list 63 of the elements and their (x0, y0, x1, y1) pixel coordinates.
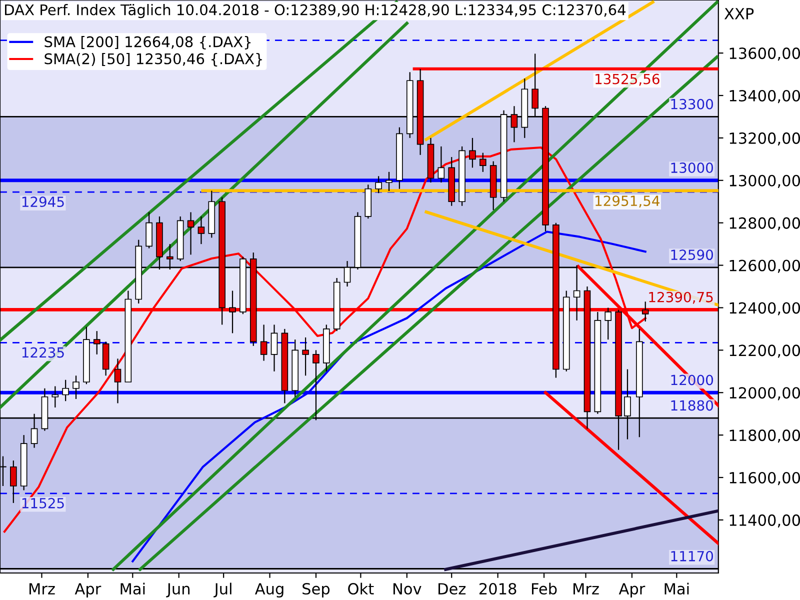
y-tick-label: 11400,00 (730, 514, 800, 528)
candlestick (386, 171, 392, 192)
x-tick-label: Mrz (574, 583, 599, 594)
candlestick (187, 212, 194, 256)
chart-title: DAX Perf. Index Täglich 10.04.2018 - O:12389,90 H:12428,90 L:12334,95 C:12370,64 (5, 4, 626, 18)
candlestick (375, 176, 382, 194)
ref-line-label: 13000 (671, 162, 714, 174)
y-tick-label: 11800,00 (730, 430, 800, 443)
x-tick-label: 2018 (479, 582, 516, 595)
ref-line-label: 13300 (671, 98, 714, 110)
y-tick-label: 13000,00 (730, 174, 800, 188)
y-tick-label: 12800,00 (730, 217, 800, 230)
candlestick (52, 386, 59, 408)
y-tick-label: 12400,00 (730, 302, 800, 316)
candlestick (62, 379, 69, 402)
annotation: 12951,54 (596, 196, 660, 208)
legend-label: SMA(2) [50] 12350,46 {.DAX} (44, 53, 262, 66)
ref-line-label: 12945 (22, 196, 64, 208)
candlestick (469, 137, 476, 168)
y-tick-label: 12600,00 (730, 260, 800, 273)
candlestick (146, 212, 152, 249)
y-tick-label: 11600,00 (730, 472, 800, 486)
x-tick-label: Apr (74, 583, 102, 598)
x-tick-label: Apr (618, 583, 646, 598)
candlestick (270, 324, 278, 372)
y-tick-label: 13200,00 (730, 132, 800, 146)
ref-line-label: 12000 (671, 374, 714, 386)
x-tick-label: Sep (302, 582, 330, 598)
candlestick (438, 146, 445, 184)
ref-line-label: 11170 (671, 550, 714, 562)
x-tick-label: Jul (214, 582, 232, 598)
y-tick-label: 13600,00 (730, 48, 800, 61)
candlestick (302, 336, 309, 376)
x-tick-label: Aug (254, 583, 284, 598)
candlestick (260, 324, 268, 362)
candlestick (229, 290, 236, 334)
candlestick (604, 307, 612, 340)
x-tick-label: Okt (348, 582, 374, 595)
x-tick-label: Jun (166, 583, 190, 598)
ref-line-label: 12235 (22, 347, 64, 358)
ref-line-label: 11525 (22, 498, 64, 508)
x-tick-label: Mai (120, 582, 145, 595)
x-tick-label: Nov (393, 583, 422, 595)
ref-line-label: 12590 (671, 250, 714, 260)
candlestick (114, 358, 122, 404)
candlestick (642, 301, 649, 322)
candlestick (10, 460, 17, 504)
x-tick-label: Dez (438, 583, 466, 595)
x-tick-label: Mai (664, 582, 689, 595)
candlestick (480, 152, 486, 172)
x-tick-label: Mrz (29, 583, 55, 594)
ref-line-label: 11880 (671, 400, 714, 411)
ref-line-label: 12390,75 (649, 292, 713, 304)
x-tick-label: Feb (532, 582, 557, 595)
candlestick (93, 330, 100, 355)
candlestick (198, 216, 205, 245)
annotation: 13525,56 (596, 74, 660, 86)
text: XXP (724, 8, 754, 20)
legend-label: SMA [200] 12664,08 {.DAX} (44, 36, 251, 50)
candlestick (72, 375, 80, 400)
y-tick-label: 12000,00 (730, 387, 800, 400)
y-tick-label: 12200,00 (730, 344, 800, 358)
y-tick-label: 13400,00 (730, 90, 800, 104)
